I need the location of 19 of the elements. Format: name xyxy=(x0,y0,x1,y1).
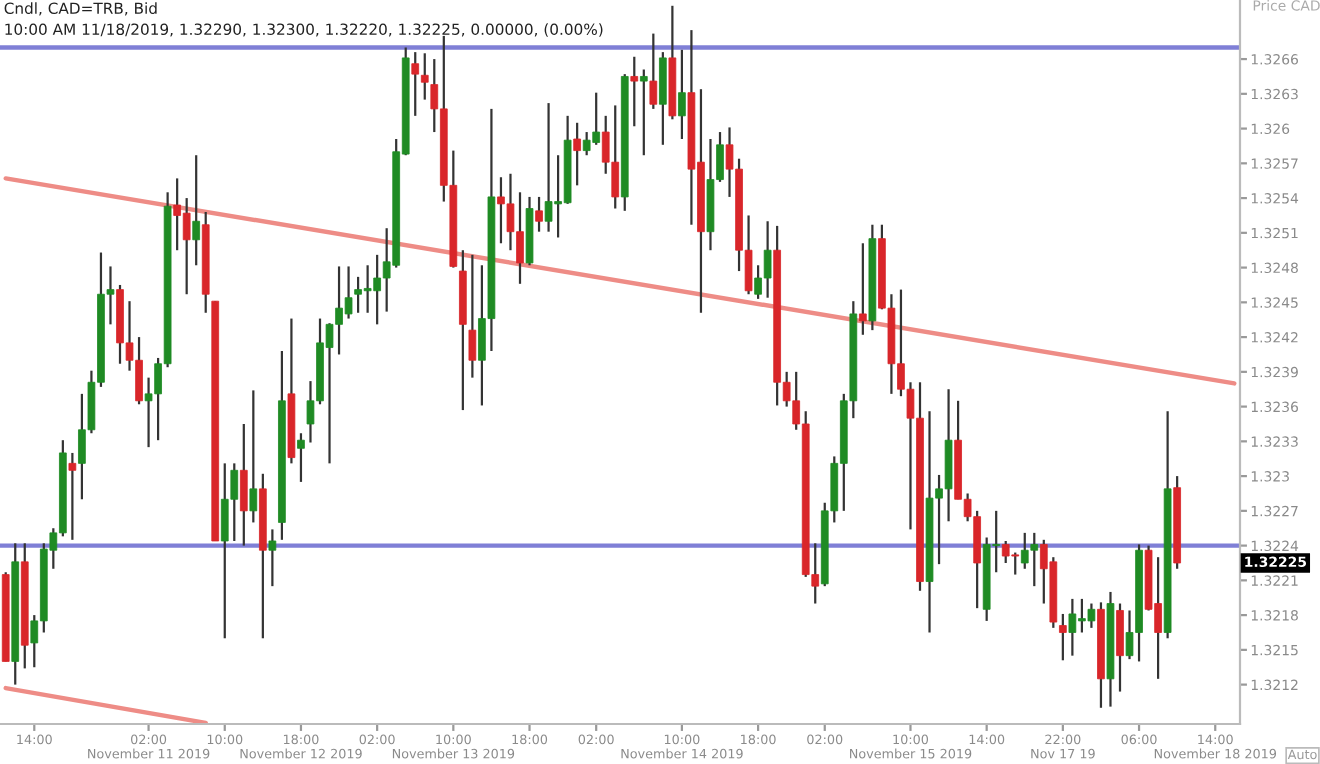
candlestick xyxy=(678,48,686,141)
candlestick xyxy=(268,528,277,588)
candlestick xyxy=(297,432,305,483)
candlestick xyxy=(411,51,420,117)
candlestick xyxy=(192,154,201,267)
candlestick xyxy=(573,121,581,187)
candlestick xyxy=(859,242,867,336)
candlestick xyxy=(1116,602,1124,693)
candlestick xyxy=(468,253,477,379)
candlestick xyxy=(649,32,658,110)
candlestick xyxy=(630,55,639,128)
candlestick xyxy=(1059,612,1067,662)
candlestick xyxy=(68,451,77,541)
candlestick xyxy=(639,68,648,157)
candlestick xyxy=(239,422,248,547)
candlestick xyxy=(249,389,258,524)
candlestick xyxy=(420,52,429,101)
candlestick xyxy=(659,51,667,146)
candlestick xyxy=(535,195,543,233)
